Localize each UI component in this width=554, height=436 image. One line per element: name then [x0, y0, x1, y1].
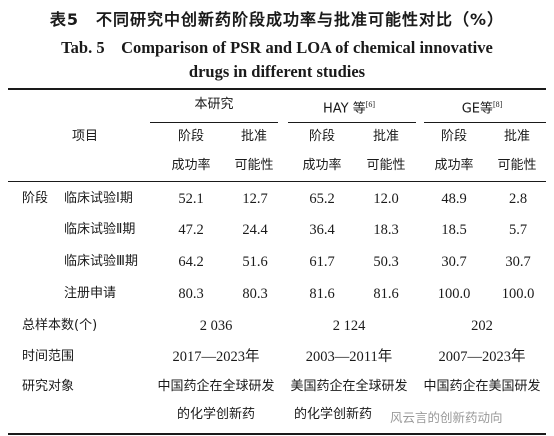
- cell-value: 2017—2023年: [172, 349, 260, 365]
- group-rule-3: [424, 122, 546, 123]
- table-title-en-line1: Tab. 5 Comparison of PSR and LOA of chem…: [61, 38, 493, 57]
- cell-value: 100.0: [501, 286, 535, 302]
- row-label: 临床试验Ⅰ期: [64, 191, 133, 206]
- header-rule: [8, 181, 546, 182]
- row-label: 临床试验Ⅲ期: [64, 254, 138, 269]
- cell-value: 64.2: [178, 254, 204, 270]
- cell-value: 12.7: [242, 191, 268, 207]
- cell-value: 2 036: [199, 318, 233, 334]
- subheader-psr-3b: 成功率: [434, 158, 474, 173]
- subheader-psr-2b: 成功率: [302, 158, 342, 173]
- header-group-3: GE等[8]: [462, 97, 503, 117]
- cell-value: 81.6: [309, 286, 335, 302]
- cell-value: 47.2: [178, 222, 204, 238]
- cell-value: 5.7: [508, 222, 528, 238]
- cell-value: 18.5: [441, 222, 467, 238]
- header-item: 项目: [71, 129, 99, 144]
- cell-value: 30.7: [505, 254, 531, 270]
- row-label: 注册申请: [64, 286, 117, 301]
- cell-value: 2.8: [508, 191, 528, 207]
- cell-value: 中国药企在美国研发: [423, 379, 541, 394]
- header-group-2-ref: [6]: [365, 100, 376, 109]
- watermark-text: 风云言的创新药动向: [390, 410, 503, 425]
- subheader-psr-1a: 阶段: [177, 129, 205, 144]
- cell-value: 美国药企在全球研发: [290, 379, 408, 394]
- cell-value: 36.4: [309, 222, 335, 238]
- subheader-psr-1b: 成功率: [171, 158, 211, 173]
- group-rule-2: [288, 122, 416, 123]
- group-rule-1: [150, 122, 278, 123]
- top-rule: [8, 88, 546, 90]
- subheader-loa-2a: 批准: [372, 129, 400, 144]
- cell-value: 202: [471, 318, 493, 334]
- phase-group-label: 阶段: [22, 191, 49, 206]
- subheader-loa-2b: 可能性: [366, 158, 406, 173]
- subheader-loa-1b: 可能性: [234, 158, 274, 173]
- header-group-1-name: 本研究: [194, 97, 234, 112]
- cell-value: 61.7: [309, 254, 335, 270]
- cell-value: 51.6: [242, 254, 268, 270]
- cell-value: 2 124: [332, 318, 366, 334]
- table-title-cn: 表5 不同研究中创新药阶段成功率与批准可能性对比（%）: [49, 10, 505, 29]
- cell-value: 2007—2023年: [438, 349, 526, 365]
- cell-value: 50.3: [373, 254, 399, 270]
- row-label: 总样本数(个): [22, 318, 98, 333]
- cell-value: 的化学创新药: [176, 407, 256, 422]
- subheader-psr-3a: 阶段: [440, 129, 468, 144]
- row-label: 时间范围: [22, 349, 75, 364]
- cell-value: 18.3: [373, 222, 399, 238]
- cell-value: 80.3: [178, 286, 204, 302]
- subheader-psr-2a: 阶段: [308, 129, 336, 144]
- cell-value: 中国药企在全球研发: [157, 379, 275, 394]
- cell-value: 80.3: [242, 286, 268, 302]
- cell-value: 24.4: [242, 222, 268, 238]
- row-label: 研究对象: [22, 379, 75, 394]
- table-title-en-line2: drugs in different studies: [188, 62, 366, 81]
- subheader-loa-3b: 可能性: [497, 158, 537, 173]
- row-label: 临床试验Ⅱ期: [64, 222, 136, 237]
- cell-value: 100.0: [437, 286, 471, 302]
- cell-value: 65.2: [309, 191, 335, 207]
- cell-value: 的化学创新药: [293, 407, 373, 422]
- cell-value: 12.0: [373, 191, 399, 207]
- cell-value: 81.6: [373, 286, 399, 302]
- header-group-3-name: GE等: [461, 101, 493, 117]
- subheader-loa-1a: 批准: [240, 129, 268, 144]
- header-group-3-ref: [8]: [492, 100, 503, 109]
- subheader-loa-3a: 批准: [503, 129, 531, 144]
- header-group-2: HAY 等[6]: [323, 97, 375, 117]
- bottom-rule: [8, 433, 546, 435]
- cell-value: 48.9: [441, 191, 467, 207]
- cell-value: 30.7: [441, 254, 467, 270]
- header-group-1: 本研究: [194, 97, 233, 113]
- cell-value: 52.1: [178, 191, 204, 207]
- header-group-2-name: HAY 等: [322, 101, 366, 117]
- cell-value: 2003—2011年: [305, 349, 393, 365]
